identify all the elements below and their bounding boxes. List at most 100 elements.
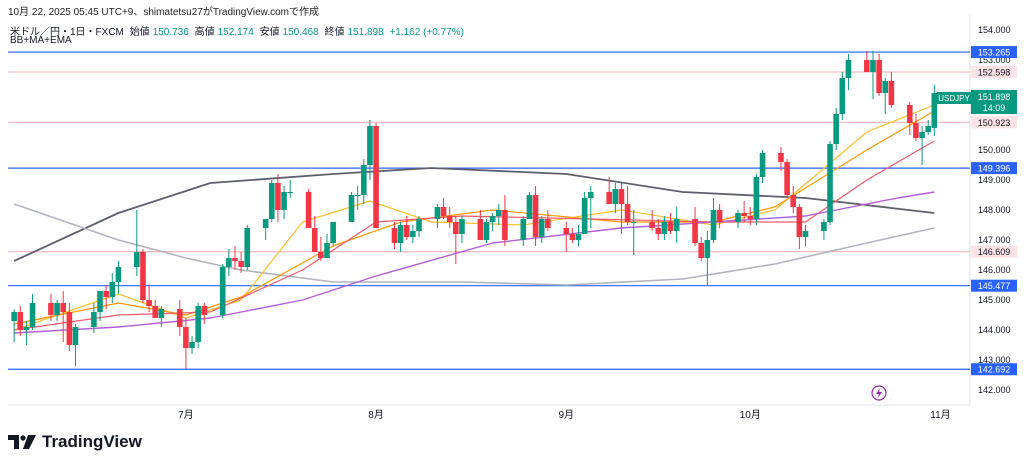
candle-up [189,336,195,354]
footer-brand: TradingView [42,432,142,451]
candle-body [661,222,668,234]
candle-up [802,225,809,246]
candle-body [545,219,551,228]
lightning-icon[interactable] [871,385,887,401]
y-tick-label: 153.000 [978,55,1011,65]
candle-up [575,225,582,246]
candle-up [882,78,889,114]
candle-down [311,216,318,252]
high-label: 高値 [194,27,215,38]
candle-up [91,303,97,333]
candle-body [710,210,717,240]
candle-body [232,258,238,261]
candle-body [864,60,870,72]
candle-up [324,234,330,258]
candle-body [66,312,73,345]
candle-body [655,228,662,234]
candle-body [48,303,54,315]
series-line-ema-purple [14,191,935,334]
y-tick-label: 144.000 [978,325,1011,335]
candle-up [348,192,355,222]
candle-body [403,225,410,237]
price-line-labels: 153.265 152.598 150.923 149.396 146.609 145.4… [971,46,1017,376]
candle-body [410,231,416,237]
candle-down [152,300,159,318]
candle-down [201,303,208,324]
candle-up [821,219,827,240]
y-tick-label: 154.000 [978,25,1011,35]
candle-down [876,54,882,96]
candle-body [618,189,625,204]
tradingview-logo-icon [8,435,36,449]
y-tick-label: 148.000 [978,205,1011,215]
y-tick-label: 143.000 [978,355,1011,365]
candle-down [403,216,410,240]
candle-up [195,303,201,348]
candle-down [624,186,631,225]
candle-body [115,267,122,282]
tag-countdown: 14:09 [983,103,1006,113]
price-line-label-box [971,66,1017,79]
candle-up [287,180,293,198]
candle-down [48,294,54,321]
candle-body [440,207,447,216]
candle-down [502,195,508,246]
indicator-label[interactable]: BB+MA+EMA [10,35,72,46]
candle-body [281,192,287,210]
candle-body [397,225,404,243]
candle-down [913,114,919,141]
candle-body [219,267,226,315]
candle-body [140,252,146,300]
candle-body [446,216,453,222]
candle-body [489,216,496,222]
candle-up [268,180,275,222]
candle-up [710,198,717,243]
price-line-label-box [971,245,1017,258]
candle-down [232,246,238,270]
low-value: 150.468 [282,27,319,38]
candle-down [563,222,570,252]
tradingview-logo[interactable]: TradingView [8,432,142,452]
price-line-label: 142.692 [978,365,1011,375]
candle-up [219,264,226,318]
horizontal-lines [8,51,970,370]
candle-down [275,174,281,222]
candle-body [569,234,576,240]
candle-up [587,186,594,228]
candle-body [60,303,67,312]
symbol-label[interactable]: 米ドル／円・1日・FXCM [10,27,124,38]
current-price-tag: USDJPY 151.898 14:09 [937,90,1017,114]
candle-down [103,285,109,309]
candle-body [367,126,373,165]
candle-body [667,222,674,231]
candle-up [416,216,422,237]
tag-price-box [971,90,1017,114]
candle-body [502,210,508,240]
candle-up [661,216,668,240]
candle-down [618,183,625,234]
candle-up [361,159,367,204]
high-value: 152.174 [217,27,254,38]
x-tick-label: 8月 [368,409,384,421]
candle-down [176,300,183,336]
candle-body [324,243,330,258]
close-value: 151.898 [347,27,384,38]
candle-body [575,234,582,240]
x-axis-ticks: 7月 8月 9月 10月 11月 [178,409,951,421]
tag-price: 151.898 [978,92,1011,102]
candle-body [790,195,797,207]
chart-caption: 10月 22, 2025 05:45 UTC+9、shimatetsu27がTr… [8,7,319,18]
candle-body [538,219,545,237]
candle-body [477,219,484,240]
candle-up [520,216,527,246]
y-tick-label: 150.000 [978,145,1011,155]
price-line-label: 153.265 [978,48,1011,58]
candle-up [827,141,833,225]
candle-up [134,210,140,276]
candle-up [489,213,496,231]
candle-body [735,213,741,222]
candle-up [11,309,17,342]
candle-body [262,219,269,228]
